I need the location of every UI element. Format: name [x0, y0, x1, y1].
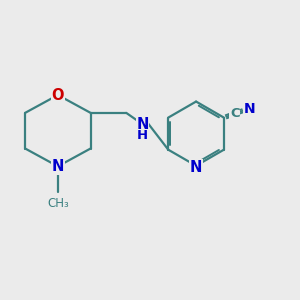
Text: N: N — [243, 102, 255, 116]
Text: H: H — [137, 129, 148, 142]
Text: N: N — [190, 160, 202, 175]
Text: O: O — [52, 88, 64, 103]
Text: N: N — [136, 117, 149, 132]
Text: CH₃: CH₃ — [47, 197, 69, 210]
Text: C: C — [230, 107, 240, 120]
Text: N: N — [52, 159, 64, 174]
